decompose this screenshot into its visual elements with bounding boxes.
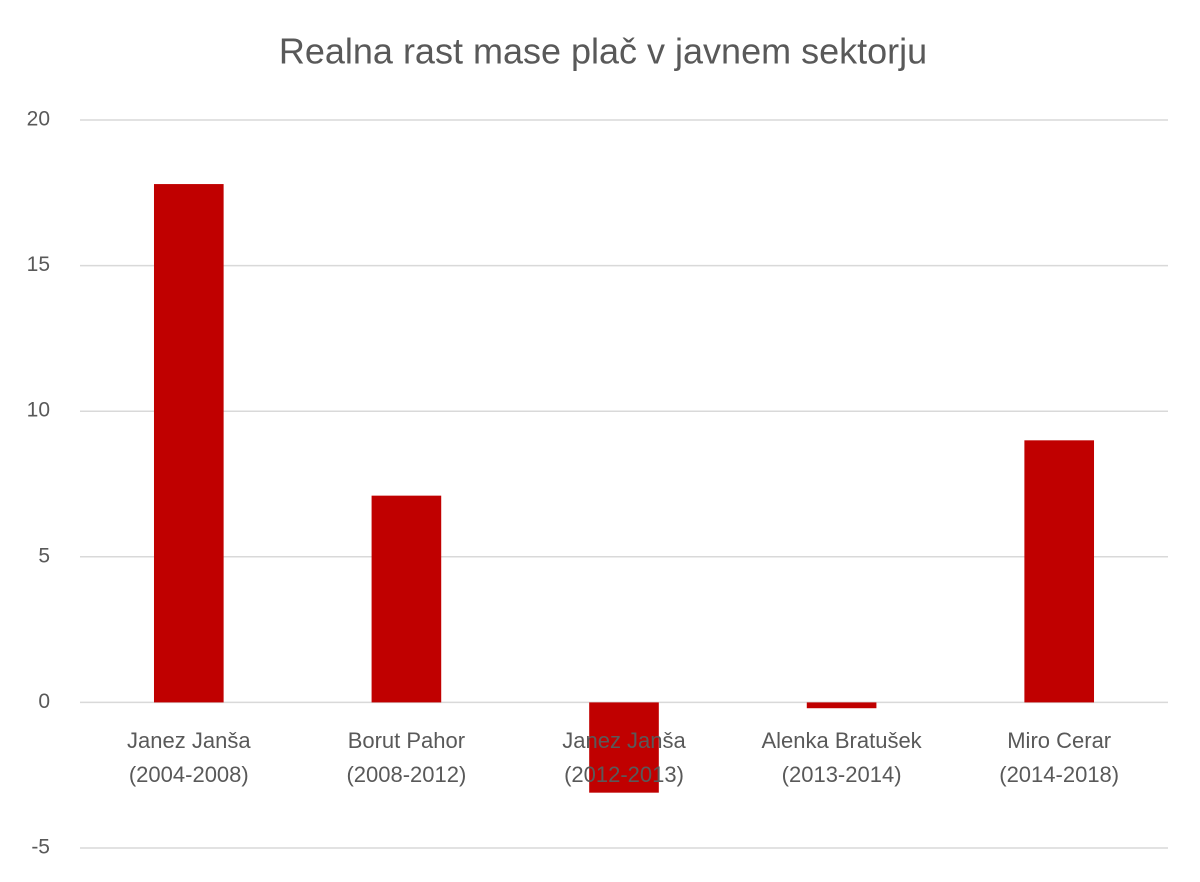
y-tick-label: 20 [27,108,50,131]
x-tick-label: Miro Cerar [1007,728,1111,753]
x-tick-label: (2014-2018) [999,762,1119,787]
bar [589,702,659,793]
bar [1024,440,1095,703]
x-tick-label: (2013-2014) [782,762,902,787]
x-tick-label: Janez Janša [562,728,686,753]
y-tick-label: 0 [38,690,50,713]
x-tick-label: (2012-2013) [564,762,684,787]
y-tick-label: 15 [27,253,50,276]
bar [371,495,442,703]
x-tick-label: Janez Janša [127,728,251,753]
x-tick-label: (2008-2012) [346,762,466,787]
chart-title: Realna rast mase plač v javnem sektorju [279,31,927,72]
x-tick-label: Borut Pahor [348,728,465,753]
x-tick-label: Alenka Bratušek [761,728,922,753]
bar [806,702,877,709]
x-tick-label: (2004-2008) [129,762,249,787]
bar [153,184,224,703]
y-tick-label: -5 [31,836,50,859]
y-tick-label: 10 [27,399,50,422]
y-tick-label: 5 [38,544,50,567]
